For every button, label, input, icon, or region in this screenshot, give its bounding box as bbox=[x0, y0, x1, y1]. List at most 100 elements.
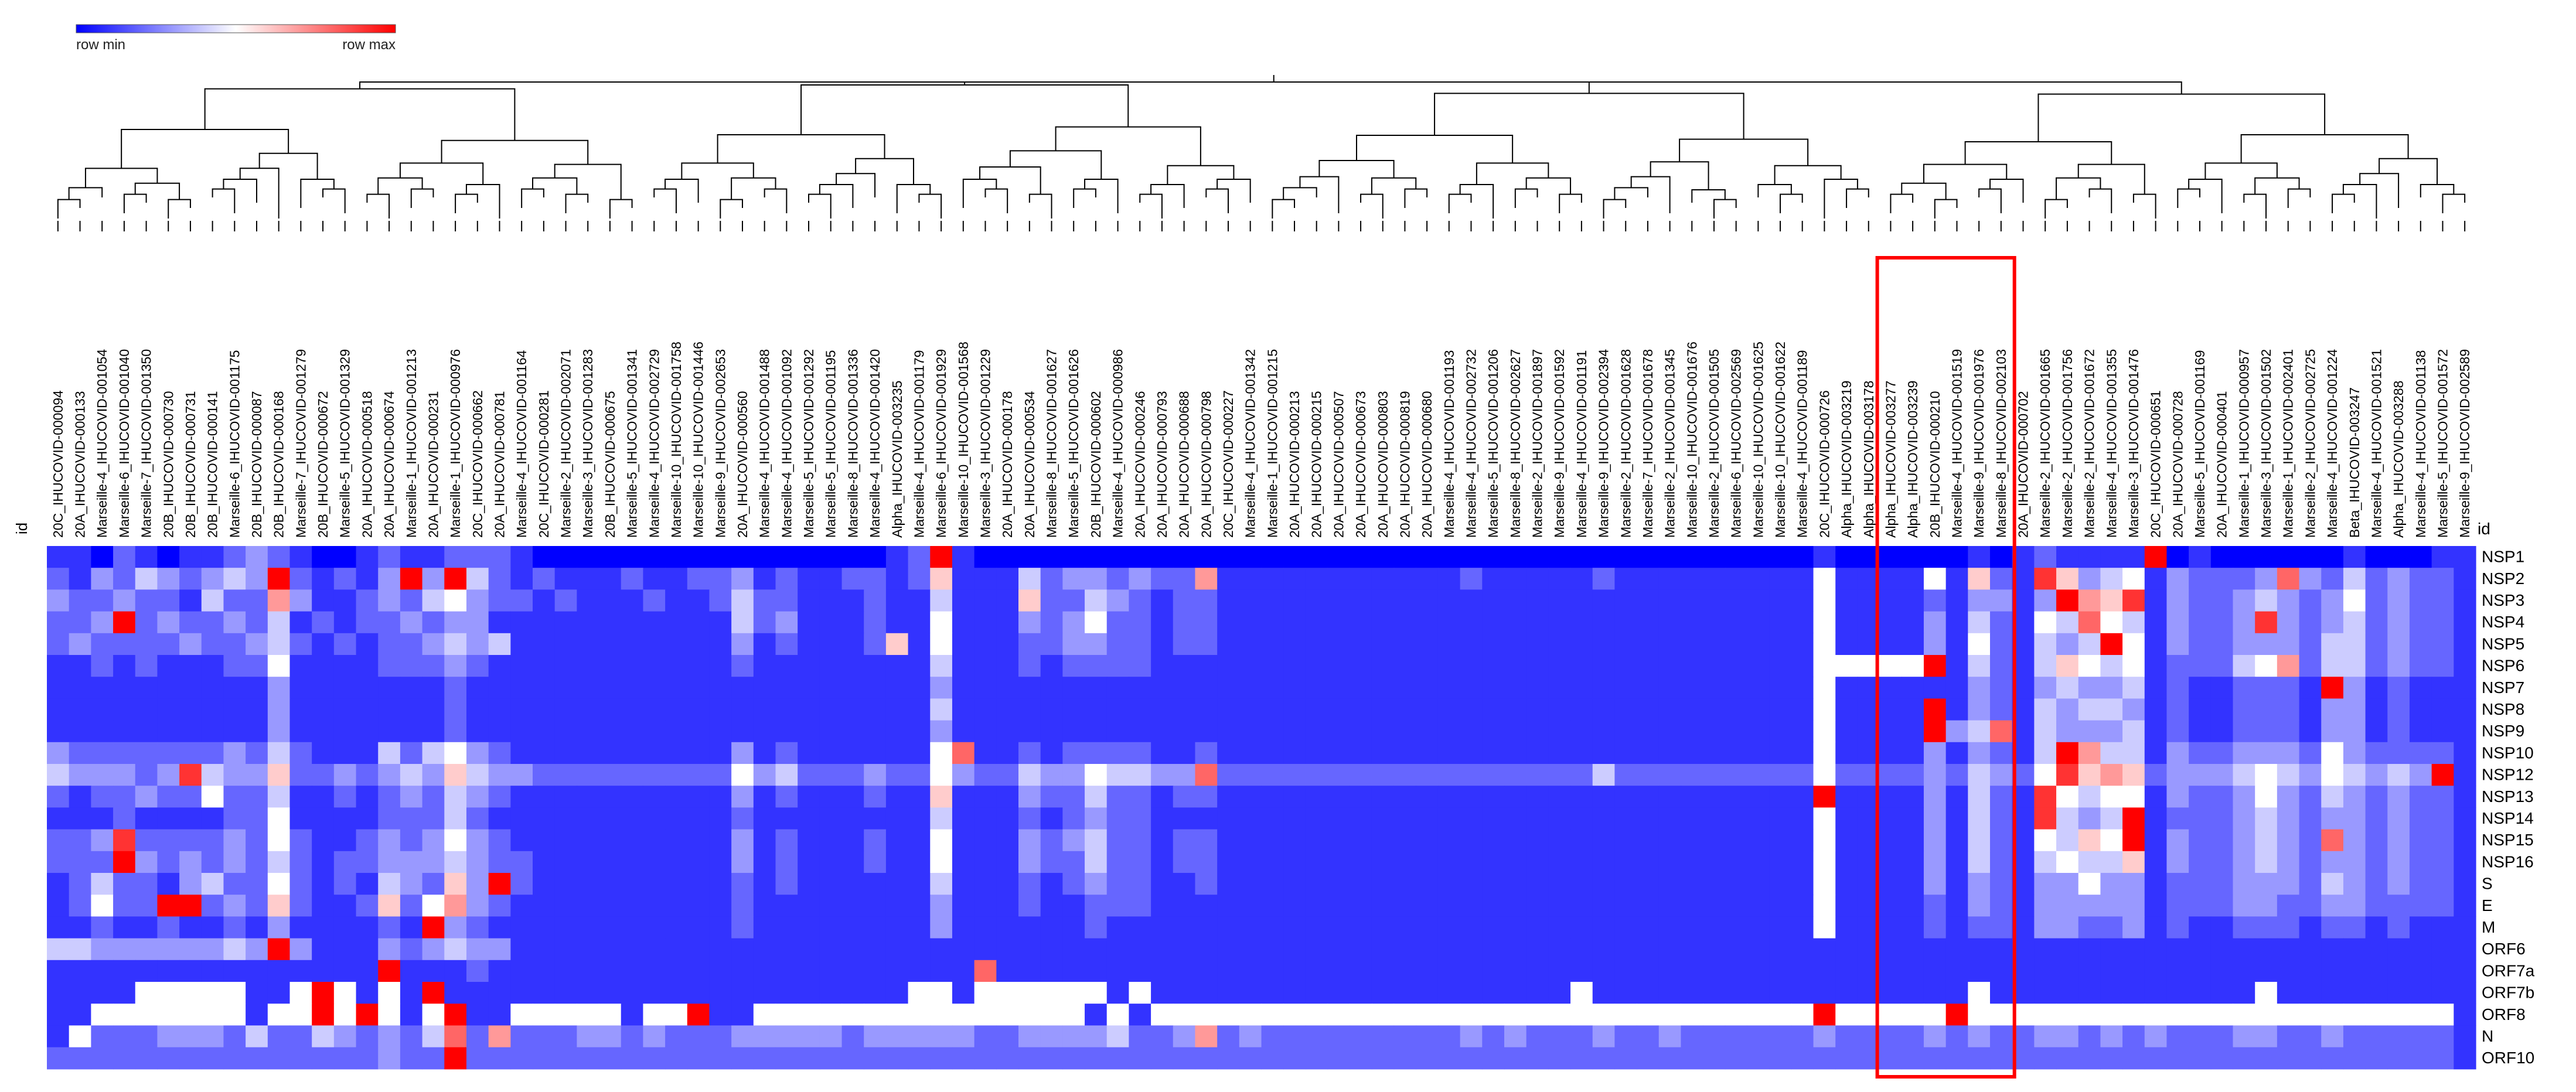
heatmap-cell bbox=[1018, 851, 1041, 873]
heatmap-cell bbox=[157, 807, 180, 830]
heatmap-cell bbox=[2365, 829, 2388, 852]
heatmap-cell bbox=[1371, 568, 1395, 590]
heatmap-cell bbox=[1681, 807, 1703, 830]
heatmap-cell bbox=[1151, 677, 1174, 699]
heatmap-cell bbox=[1747, 698, 1770, 721]
heatmap-cell bbox=[333, 982, 357, 1004]
heatmap-cell bbox=[1548, 982, 1571, 1004]
heatmap-cell bbox=[201, 873, 224, 895]
heatmap-cell bbox=[47, 938, 70, 961]
heatmap-cell bbox=[2409, 786, 2432, 808]
heatmap-cell bbox=[1879, 633, 1902, 656]
heatmap-cell bbox=[466, 895, 489, 917]
heatmap-cell bbox=[1350, 546, 1372, 568]
heatmap-cell bbox=[2277, 829, 2300, 852]
heatmap-cell bbox=[333, 698, 357, 721]
dendrogram-branch bbox=[1476, 162, 1549, 185]
heatmap-cell bbox=[1879, 1025, 1902, 1048]
heatmap-cell bbox=[1239, 829, 1262, 852]
heatmap-cell bbox=[157, 568, 180, 590]
dendrogram-branch bbox=[1318, 160, 1395, 178]
heatmap-cell bbox=[312, 589, 335, 612]
heatmap-cell bbox=[930, 851, 953, 873]
heatmap-cell bbox=[2078, 568, 2101, 590]
heatmap-cell bbox=[2233, 633, 2255, 656]
heatmap-cell bbox=[1283, 960, 1306, 982]
heatmap-cell bbox=[2233, 1025, 2255, 1048]
heatmap-cell bbox=[2255, 786, 2278, 808]
heatmap-cell bbox=[1327, 982, 1350, 1004]
heatmap-cell bbox=[444, 633, 467, 656]
heatmap-cell bbox=[157, 916, 180, 939]
heatmap-cell bbox=[1261, 633, 1284, 656]
heatmap-cell bbox=[91, 829, 114, 852]
heatmap-cell bbox=[841, 568, 864, 590]
heatmap-cell bbox=[466, 851, 489, 873]
heatmap-cell bbox=[422, 677, 445, 699]
heatmap-cell bbox=[1350, 938, 1372, 961]
heatmap-cell bbox=[1637, 938, 1660, 961]
heatmap-cell bbox=[731, 895, 754, 917]
heatmap-cell bbox=[665, 960, 688, 982]
row-label: NSP4 bbox=[2482, 613, 2524, 631]
heatmap-cell bbox=[1747, 873, 1770, 895]
heatmap-cell bbox=[1703, 895, 1726, 917]
heatmap-cell bbox=[289, 786, 312, 808]
heatmap-cell bbox=[908, 655, 931, 677]
heatmap-cell bbox=[223, 829, 246, 852]
heatmap-cell bbox=[444, 698, 467, 721]
heatmap-cell bbox=[885, 742, 909, 765]
heatmap-cell bbox=[974, 982, 997, 1004]
heatmap-cell bbox=[621, 611, 644, 634]
heatmap-cell bbox=[2166, 895, 2189, 917]
heatmap-cell bbox=[2343, 982, 2366, 1004]
heatmap-cell bbox=[400, 1004, 423, 1026]
heatmap-cell bbox=[798, 720, 820, 743]
heatmap-cell bbox=[2056, 764, 2079, 786]
heatmap-cell bbox=[400, 873, 423, 895]
heatmap-cell bbox=[333, 786, 357, 808]
heatmap-cell bbox=[1239, 1047, 1262, 1070]
heatmap-cell bbox=[2056, 677, 2079, 699]
heatmap-cell bbox=[1902, 807, 1924, 830]
heatmap-cell bbox=[1062, 851, 1085, 873]
heatmap-cell bbox=[1747, 655, 1770, 677]
heatmap-cell bbox=[1416, 807, 1439, 830]
heatmap-cell bbox=[1151, 1047, 1174, 1070]
heatmap-cell bbox=[47, 982, 70, 1004]
heatmap-cell bbox=[2233, 960, 2255, 982]
heatmap-cell bbox=[1040, 786, 1063, 808]
heatmap-cell bbox=[2343, 698, 2366, 721]
heatmap-cell bbox=[1106, 829, 1130, 852]
heatmap-cell bbox=[2100, 742, 2123, 765]
heatmap-cell bbox=[1879, 895, 1902, 917]
heatmap-cell bbox=[2034, 916, 2057, 939]
heatmap-cell bbox=[2277, 742, 2300, 765]
heatmap-cell bbox=[687, 589, 710, 612]
heatmap-cell bbox=[775, 611, 798, 634]
heatmap-cell bbox=[223, 589, 246, 612]
heatmap-cell bbox=[1040, 895, 1063, 917]
heatmap-cell bbox=[2078, 1025, 2101, 1048]
heatmap-cell bbox=[775, 764, 798, 786]
heatmap-cell bbox=[1747, 960, 1770, 982]
heatmap-cell bbox=[378, 916, 401, 939]
heatmap-cell bbox=[908, 568, 931, 590]
heatmap-cell bbox=[378, 1004, 401, 1026]
heatmap-cell bbox=[554, 589, 577, 612]
heatmap-cell bbox=[577, 873, 599, 895]
heatmap-cell bbox=[1371, 807, 1395, 830]
heatmap-cell bbox=[1062, 1047, 1085, 1070]
heatmap-cell bbox=[1350, 895, 1372, 917]
heatmap-cell bbox=[1327, 873, 1350, 895]
heatmap-cell bbox=[1747, 1047, 1770, 1070]
heatmap-cell bbox=[1681, 1047, 1703, 1070]
dendrogram-branch bbox=[57, 199, 81, 219]
heatmap-cell bbox=[2122, 873, 2145, 895]
heatmap-cell bbox=[819, 807, 843, 830]
heatmap-cell bbox=[179, 546, 202, 568]
heatmap-cell bbox=[510, 720, 533, 743]
heatmap-cell bbox=[1835, 1047, 1858, 1070]
heatmap-cell bbox=[1548, 1047, 1571, 1070]
heatmap-cell bbox=[356, 807, 379, 830]
